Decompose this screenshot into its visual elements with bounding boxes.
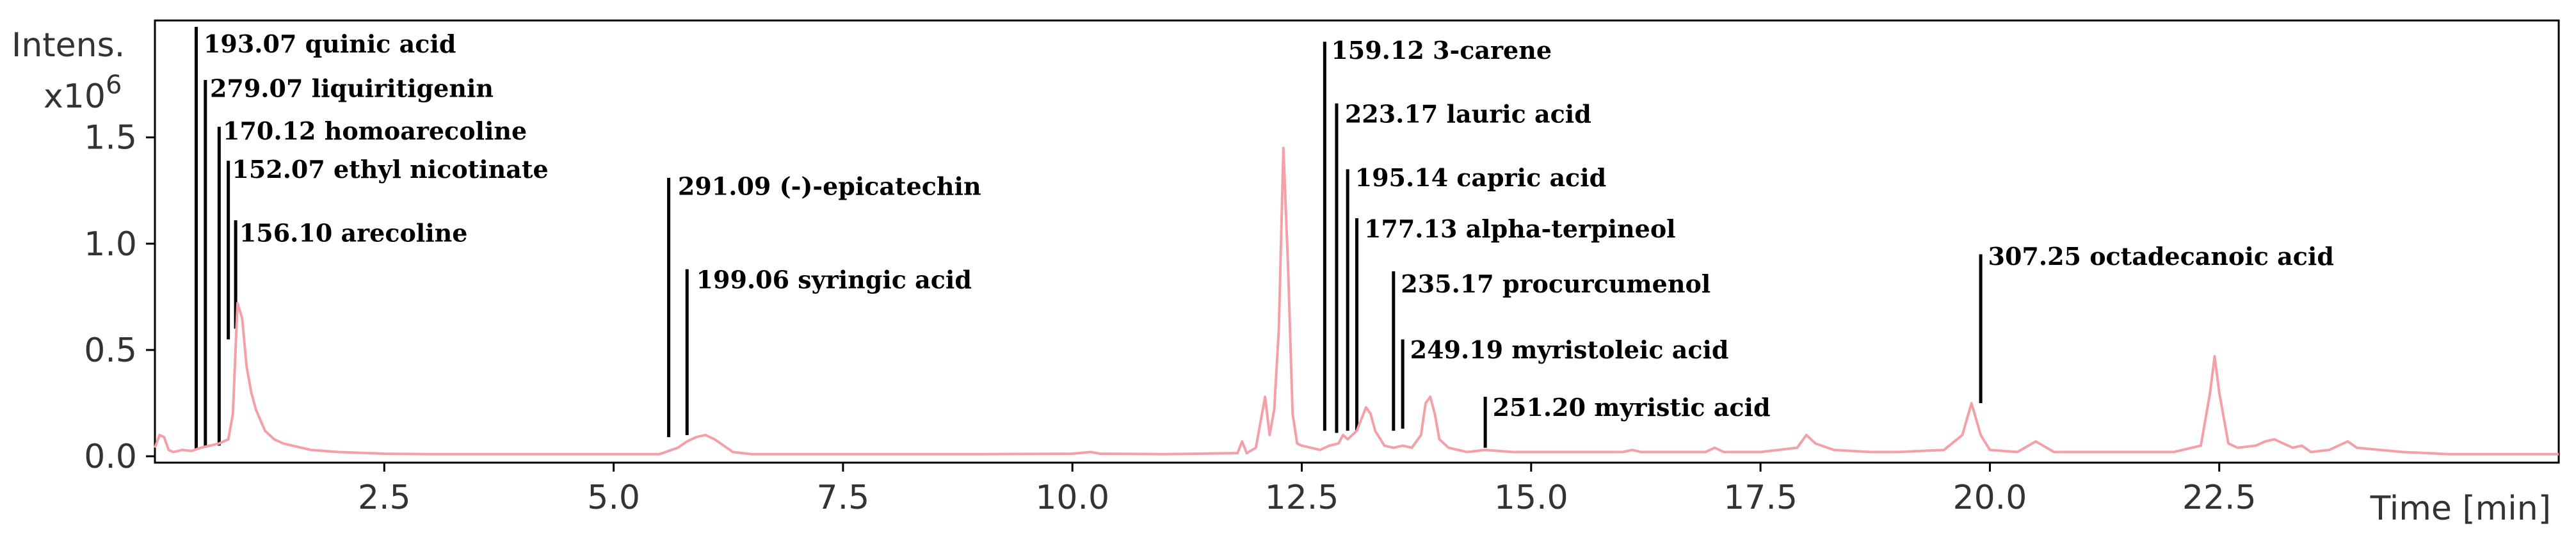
peak-label: 195.14 capric acid: [1355, 163, 1607, 192]
x-tick-label: 2.5: [358, 479, 411, 517]
y-axis-multiplier-base: x10: [44, 77, 106, 116]
x-tick-label: 20.0: [1953, 479, 2027, 517]
x-tick-label: 12.5: [1265, 479, 1339, 517]
chromatogram-trace: [154, 147, 2559, 456]
peak-label: 156.10 arecoline: [239, 219, 468, 248]
peak-label: 159.12 3-carene: [1331, 36, 1552, 65]
y-axis-multiplier: x106: [44, 70, 122, 116]
peak-label: 223.17 lauric acid: [1345, 99, 1591, 128]
peak-label: 152.07 ethyl nicotinate: [232, 155, 548, 184]
peak-label: 279.07 liquiritigenin: [210, 74, 494, 103]
y-axis-multiplier-exponent: 6: [106, 70, 122, 100]
y-tick-label: 1.0: [84, 225, 137, 264]
x-tick-label: 22.5: [2182, 479, 2257, 517]
peak-label: 251.20 myristic acid: [1493, 393, 1771, 422]
peak-label: 249.19 myristoleic acid: [1410, 335, 1729, 364]
peak-label: 177.13 alpha-terpineol: [1364, 214, 1676, 243]
y-tick-label: 1.5: [84, 119, 137, 157]
peak-label: 170.12 homoarecoline: [223, 116, 527, 145]
peak-label: 199.06 syringic acid: [696, 266, 972, 294]
plot-frame: [154, 19, 2560, 464]
x-axis-title: Time [min]: [2370, 490, 2551, 528]
peak-label: 307.25 octadecanoic acid: [1988, 242, 2334, 271]
y-tick-label: 0.0: [84, 438, 137, 476]
y-axis-title: Intens.: [12, 26, 125, 65]
peak-label: 193.07 quinic acid: [204, 29, 456, 58]
x-tick-label: 5.0: [587, 479, 640, 517]
x-tick-label: 15.0: [1494, 479, 1568, 517]
x-tick-label: 17.5: [1723, 479, 1798, 517]
x-tick-label: 10.0: [1035, 479, 1109, 517]
axis-ticks: 2.5 5.0 7.5 10.0 12.5 15.0 17.5 20.0 22.5 0.0 0.5 1…: [84, 119, 2256, 517]
x-tick-label: 7.5: [817, 479, 870, 517]
y-tick-label: 0.5: [84, 331, 137, 370]
peak-markers: 193.07 quinic acid 279.07 liquiritigenin 1…: [194, 26, 2334, 450]
peak-label: 235.17 procurcumenol: [1401, 269, 1711, 298]
peak-label: 291.09 (-)-epicatechin: [678, 171, 981, 200]
